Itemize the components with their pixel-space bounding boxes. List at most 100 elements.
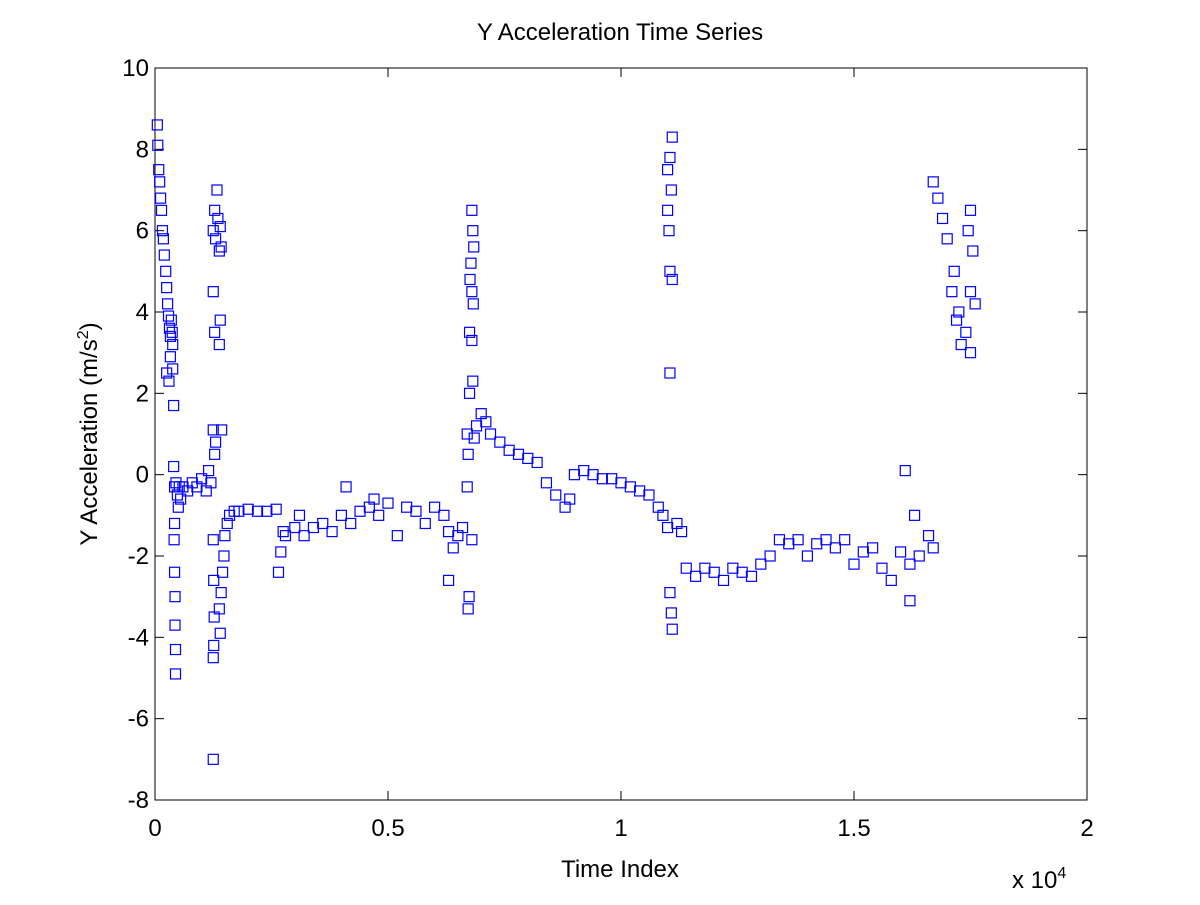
- y-label-text: ): [76, 322, 103, 330]
- data-point: [218, 550, 230, 562]
- data-point: [207, 225, 219, 237]
- data-point: [277, 525, 289, 538]
- data-point: [699, 562, 711, 574]
- data-point: [335, 509, 347, 521]
- data-point: [462, 603, 474, 615]
- data-point: [213, 603, 225, 615]
- data-point: [953, 306, 965, 318]
- data-point: [289, 521, 301, 534]
- data-point: [470, 420, 483, 432]
- data-point: [967, 245, 979, 257]
- data-point: [160, 265, 172, 277]
- data-point: [468, 432, 480, 444]
- data-point: [839, 534, 851, 546]
- data-point: [208, 574, 220, 587]
- data-point: [209, 436, 222, 448]
- data-point: [429, 501, 441, 513]
- data-point: [467, 298, 479, 310]
- data-point: [209, 326, 221, 338]
- data-point: [657, 509, 669, 521]
- data-point: [964, 204, 977, 216]
- data-point: [512, 448, 525, 460]
- data-point: [661, 204, 674, 216]
- data-point: [550, 489, 562, 501]
- y-tick-label: 4: [136, 299, 149, 326]
- data-point: [410, 505, 422, 517]
- data-point: [661, 164, 674, 176]
- data-point: [962, 225, 974, 237]
- y-label-exponent: 2: [75, 330, 92, 339]
- data-point: [801, 550, 814, 562]
- data-point: [211, 184, 223, 196]
- data-point: [927, 542, 939, 554]
- data-point: [708, 566, 720, 578]
- y-tick-label: 10: [122, 55, 149, 82]
- data-point: [162, 310, 175, 322]
- data-point: [209, 448, 221, 460]
- data-point: [167, 338, 179, 351]
- y-axis-label: Y Acceleration (m/s2): [75, 322, 103, 545]
- data-point: [168, 460, 180, 473]
- data-point: [465, 257, 477, 269]
- data-point: [156, 225, 169, 237]
- data-point: [168, 566, 181, 578]
- data-point: [391, 530, 403, 542]
- data-point: [169, 591, 181, 603]
- data-point: [540, 477, 553, 489]
- data-point: [964, 347, 977, 359]
- y-tick-label: 2: [136, 380, 149, 407]
- y-tick-label: 6: [136, 218, 149, 245]
- data-point: [216, 566, 229, 578]
- data-point: [792, 534, 804, 546]
- data-point: [908, 509, 921, 521]
- data-point: [293, 509, 306, 521]
- data-point: [447, 542, 459, 554]
- y-tick-label: 8: [136, 136, 149, 163]
- data-point: [922, 530, 935, 542]
- data-point: [894, 546, 907, 558]
- data-point: [166, 326, 178, 338]
- data-point: [207, 753, 219, 765]
- data-point: [261, 505, 273, 517]
- data-point: [969, 298, 981, 310]
- data-point: [624, 481, 636, 493]
- data-point: [666, 131, 678, 143]
- data-point: [587, 469, 599, 481]
- y-tick-label: 0: [136, 462, 149, 489]
- data-point: [326, 525, 338, 538]
- data-point: [165, 314, 177, 326]
- data-point: [172, 501, 184, 513]
- data-point: [152, 139, 164, 151]
- data-point: [373, 509, 385, 521]
- data-point: [419, 517, 431, 530]
- data-point: [214, 627, 226, 639]
- data-point: [665, 607, 677, 619]
- y-tick-label: -2: [128, 543, 149, 570]
- data-point: [154, 192, 167, 204]
- data-point: [904, 595, 916, 607]
- data-point: [438, 509, 450, 521]
- data-point: [466, 334, 478, 347]
- data-point: [666, 623, 678, 635]
- data-point: [175, 493, 187, 505]
- data-point: [964, 286, 977, 298]
- data-point: [665, 184, 677, 196]
- data-point: [161, 367, 173, 379]
- data-point: [568, 469, 581, 481]
- data-point: [913, 550, 925, 562]
- data-point: [941, 233, 953, 245]
- x-tick-label: 2: [1080, 815, 1093, 842]
- data-point: [242, 503, 254, 515]
- multiplier-exponent: 4: [1057, 865, 1066, 882]
- data-point: [664, 265, 676, 277]
- data-point: [163, 375, 175, 387]
- data-point: [354, 505, 366, 517]
- data-point: [717, 574, 730, 587]
- data-point: [275, 546, 287, 558]
- data-point: [899, 465, 911, 477]
- data-point: [196, 473, 208, 485]
- data-point: [463, 387, 476, 399]
- data-point: [442, 574, 455, 587]
